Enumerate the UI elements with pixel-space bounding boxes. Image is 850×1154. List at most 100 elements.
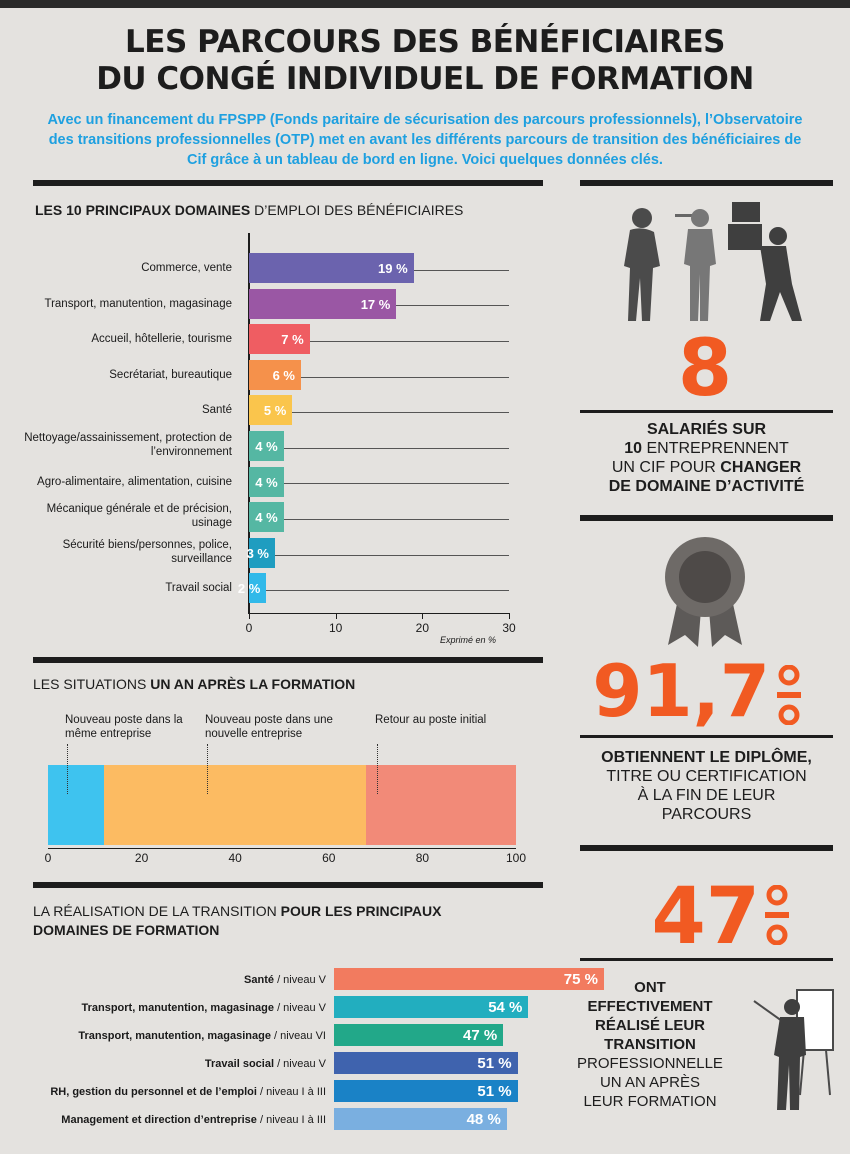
domains-category-label: Accueil, hôtellerie, tourisme <box>91 333 232 346</box>
domains-category-label: Secrétariat, bureautique <box>109 368 232 381</box>
transition-bar-value: 48 % <box>466 1111 501 1128</box>
transition-category-bold: Santé <box>244 974 275 986</box>
domains-bar-value: 7 % <box>281 332 304 348</box>
domains-bar <box>249 324 310 355</box>
domains-x-tick: 10 <box>328 621 343 635</box>
transition-bar <box>334 1080 518 1102</box>
domains-category-label: Sécurité biens/personnes, police, survei… <box>62 538 232 565</box>
top-bar <box>0 0 850 8</box>
transition-category-rest: / niveau I à III <box>256 1086 326 1098</box>
domains-category-label: Mécanique générale et de précision, usin… <box>46 503 232 530</box>
stat3-line6: UN AN APRÈS <box>599 1074 701 1091</box>
domains-bar-value: 2 % <box>237 581 261 597</box>
domains-grid-line <box>249 590 509 592</box>
stat1-rule <box>580 180 833 186</box>
transition-title-bold: POUR LES PRINCIPAUX DOMAINES DE FORMATIO… <box>33 903 442 938</box>
transition-category-label: Transport, manutention, magasinage / niv… <box>10 1029 326 1043</box>
transition-category-label: Travail social / niveau V <box>10 1057 326 1071</box>
situations-x-tick: 40 <box>228 851 242 865</box>
situations-segment <box>366 765 516 845</box>
transition-category-bold: RH, gestion du personnel et de l’emploi <box>50 1086 257 1098</box>
situations-segment-label: Retour au poste initial <box>375 714 487 726</box>
transition-bar-value: 47 % <box>462 1027 498 1044</box>
domains-unit-note: Exprimé en % <box>440 635 497 645</box>
domains-category-label: Agro-alimentaire, alimentation, cuisine <box>37 475 232 488</box>
domains-category-label: Nettoyage/assainissement, protection de … <box>24 432 232 458</box>
stat1-line2-bold: 10 <box>624 440 643 457</box>
domains-bar <box>249 466 284 497</box>
domains-bar <box>249 395 293 426</box>
stat2-line1: OBTIENNENT LE DIPLÔME, <box>601 749 812 766</box>
situations-x-tick: 20 <box>134 851 149 865</box>
transition-category-bold: Travail social <box>204 1058 275 1070</box>
stat3-line7: LEUR FORMATION <box>583 1093 717 1110</box>
percent-symbol-icon <box>777 665 801 725</box>
stat2-rule <box>580 515 833 521</box>
domains-bar <box>249 288 397 319</box>
domains-section-rule <box>33 180 543 186</box>
domains-title: LES 10 PRINCIPAUX DOMAINES D’EMPLOI DES … <box>35 201 535 220</box>
stat3-line4: TRANSITION <box>604 1036 696 1053</box>
domains-tick-mark <box>422 613 424 619</box>
situations-segment-label: Nouveau poste dans la même entreprise <box>65 714 183 740</box>
domains-category-label: Santé <box>201 404 232 417</box>
situations-title-bold: UN AN APRÈS LA FORMATION <box>150 676 356 692</box>
stat3-rule <box>580 845 833 851</box>
stat3-text: ONT EFFECTIVEMENT RÉALISÉ LEUR TRANSITIO… <box>555 978 745 1111</box>
transition-bar-value: 75 % <box>563 971 598 988</box>
stat3-line2: EFFECTIVEMENT <box>587 998 713 1015</box>
transition-category-rest: / niveau VI <box>270 1030 326 1042</box>
situations-x-tick: 60 <box>322 851 336 865</box>
transition-bar <box>334 996 529 1018</box>
domains-x-tick: 20 <box>415 621 429 635</box>
domains-bar <box>249 359 301 390</box>
stat2-line4: PARCOURS <box>661 806 752 823</box>
domains-bar-value: 5 % <box>263 403 287 419</box>
situations-dotted-leader <box>207 744 208 794</box>
domains-category-label: Commerce, vente <box>141 262 232 274</box>
transition-bar-value: 54 % <box>488 999 523 1016</box>
stat3-line1: ONT <box>634 979 666 996</box>
stat1-bottom-rule <box>580 410 833 413</box>
situations-dotted-leader <box>377 744 378 794</box>
domains-grid-line <box>249 376 509 378</box>
situations-x-tick: 100 <box>505 851 527 865</box>
page-title: LES PARCOURS DES BÉNÉFICIAIRES DU CONGÉ … <box>0 24 850 98</box>
domains-bar-value: 4 % <box>255 510 278 526</box>
percent-symbol-icon <box>765 885 789 945</box>
domains-bar-value: 4 % <box>255 474 278 490</box>
domains-grid-line <box>249 341 509 342</box>
transition-category-rest: / niveau V <box>274 1002 326 1014</box>
situations-dotted-leader <box>67 744 68 794</box>
domains-bar <box>249 502 284 533</box>
domains-category-label: Transport, manutention, magasinage <box>44 297 232 310</box>
transition-bar <box>334 1052 518 1074</box>
domains-title-rest: D’EMPLOI DES BÉNÉFICIAIRES <box>250 202 464 218</box>
situations-title-rest: LES SITUATIONS <box>33 676 151 692</box>
presenter-whiteboard-icon <box>753 989 834 1110</box>
intro-text: Avec un financement du FPSPP (Fonds pari… <box>47 112 803 168</box>
domains-category-label: Travail social <box>165 582 232 595</box>
domains-x-tick: 30 <box>502 621 516 635</box>
transition-title: LA RÉALISATION DE LA TRANSITION POUR LES… <box>33 902 513 940</box>
stat1-line3-rest: UN CIF POUR <box>611 459 721 476</box>
situations-title: LES SITUATIONS UN AN APRÈS LA FORMATION <box>33 675 533 694</box>
situations-segment-label: Nouveau poste dans une nouvelle entrepri… <box>205 714 333 740</box>
transition-category-label: Santé / niveau V <box>10 973 326 987</box>
domains-bar <box>249 537 275 568</box>
domains-bar-value: 17 % <box>360 296 391 312</box>
domains-grid-line <box>249 412 509 414</box>
situations-segment <box>104 765 367 845</box>
domains-bar <box>249 573 267 604</box>
domains-grid-line <box>249 483 509 485</box>
transition-category-bold: Management et direction d’entreprise <box>61 1114 257 1126</box>
domains-x-tick: 0 <box>245 621 253 635</box>
domains-grid-line <box>249 447 509 449</box>
domains-bar-value: 4 % <box>255 439 278 454</box>
domains-grid-line <box>249 554 509 556</box>
stat1-line1: SALARIÉS SUR <box>646 421 767 438</box>
transition-category-label: Management et direction d’entreprise / n… <box>10 1113 326 1127</box>
stat1-line3-bold: CHANGER <box>720 459 802 476</box>
transition-bar-value: 51 % <box>477 1055 512 1072</box>
stat3-line3: RÉALISÉ LEUR <box>594 1017 705 1034</box>
